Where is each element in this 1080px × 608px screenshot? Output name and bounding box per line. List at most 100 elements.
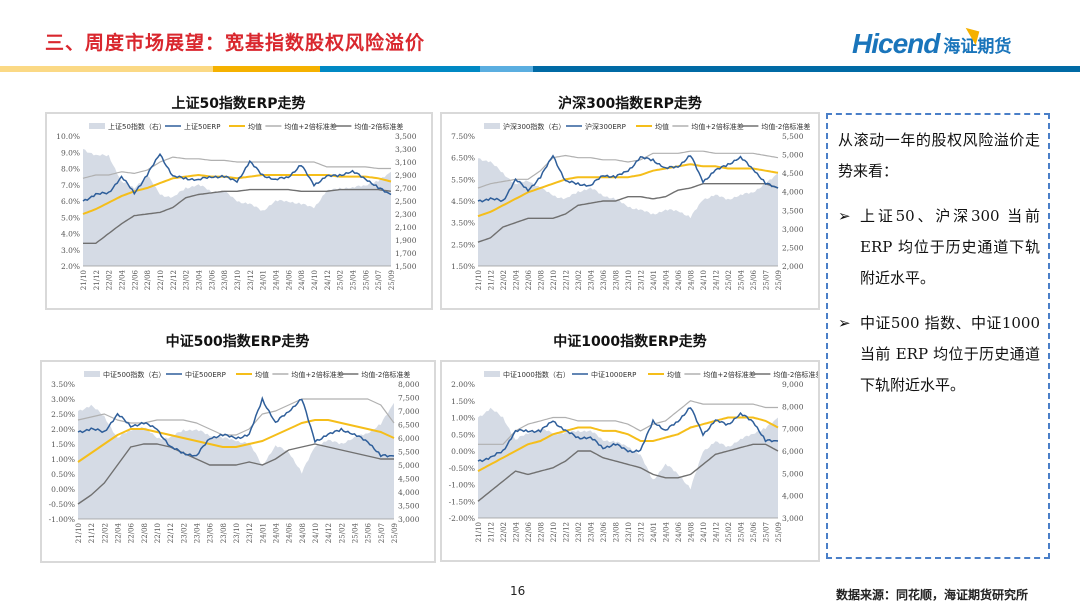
y2-tick-label: 2,700 [395,184,417,193]
logo-en: Hicend [852,28,940,59]
y-tick-label: 3.00% [51,395,75,404]
x-tick-label: 22/10 [550,270,558,290]
y2-tick-label: 1,700 [395,249,417,258]
y-tick-label: 1.50% [451,397,475,406]
x-tick-label: 23/08 [613,270,621,290]
x-tick-label: 25/09 [391,523,399,543]
x-tick-label: 22/04 [119,269,127,290]
y2-tick-label: 3,500 [395,132,417,141]
legend-label: 沪深300ERP [585,122,626,131]
header-stripe [480,66,533,72]
y-tick-label: -1.50% [449,497,475,506]
x-tick-label: 25/06 [750,269,758,290]
y2-tick-label: 6,000 [782,447,804,456]
bullet-text: 中证500 指数、中证1000当前 ERP 均位于历史通道下轨附近水平。 [860,314,1040,394]
y-tick-label: 10.0% [56,132,80,141]
y2-tick-label: 3,000 [782,225,804,234]
y2-tick-label: 2,900 [395,171,417,180]
y-tick-label: 6.50% [451,154,475,163]
bullet-arrow-icon: ➢ [838,207,851,225]
summary-box: 从滚动一年的股权风险溢价走势来看： ➢ 上证50、沪深300 当前ERP 均位于历… [826,113,1050,559]
logo-cn: 海证期货 [943,37,1012,57]
x-tick-label: 22/12 [170,270,178,290]
chart-csi1000: 中证1000指数（右） 中证1000ERP 均值 均值+2倍标准差 均值-2倍标准差 2.… [440,360,820,562]
x-tick-label: 23/06 [600,269,608,290]
y-tick-label: 2.50% [451,240,475,249]
x-tick-label: 22/04 [513,269,521,290]
x-tick-label: 21/12 [93,270,101,290]
x-tick-label: 23/08 [221,270,229,290]
y2-tick-label: 4,500 [782,169,804,178]
y-tick-label: 1.50% [451,262,475,271]
legend-label: 均值-2倍标准差 [773,370,818,379]
x-tick-label: 25/07 [378,523,386,543]
upper-band-line [478,400,778,445]
legend-label: 均值 [667,370,681,379]
legend-label: 均值 [655,122,669,131]
x-tick-label: 24/06 [286,522,294,543]
legend-swatch [84,371,100,377]
x-tick-label: 24/08 [298,270,306,290]
y-tick-label: 2.00% [451,380,475,389]
x-tick-label: 25/02 [725,270,733,290]
x-tick-label: 21/12 [488,270,496,290]
x-tick-label: 23/04 [588,521,596,542]
x-tick-label: 25/07 [375,270,383,290]
x-tick-label: 22/12 [167,523,175,543]
x-tick-label: 23/02 [575,522,583,542]
y2-tick-label: 8,000 [398,380,420,389]
x-tick-label: 22/06 [131,269,139,290]
x-tick-label: 22/10 [157,270,165,290]
y-tick-label: 9.0% [61,148,80,157]
legend-label: 均值+2倍标准差 [291,370,343,379]
lower-band-line [477,443,779,502]
x-tick-label: 22/02 [106,270,114,290]
x-tick-label: 22/08 [144,270,152,290]
x-tick-label: 23/02 [575,270,583,290]
erp-line [477,407,779,463]
legend-label: 均值-2倍标准差 [361,370,410,379]
x-tick-label: 23/10 [625,270,633,290]
y2-tick-label: 4,000 [398,488,420,497]
x-tick-label: 25/02 [338,523,346,543]
y-tick-label: 3.50% [451,219,475,228]
x-tick-label: 22/10 [154,523,162,543]
x-tick-label: 24/04 [273,522,281,543]
mean-line [82,173,392,215]
upper-band-line [77,398,395,436]
x-tick-label: 24/10 [700,522,708,542]
x-tick-label: 25/04 [738,269,746,290]
legend-label: 均值-2倍标准差 [761,122,810,131]
bullet-text: 上证50、沪深300 当前ERP 均位于历史通道下轨附近水平。 [860,207,1040,287]
y2-tick-label: 4,000 [782,492,804,501]
x-tick-label: 23/08 [613,522,621,542]
erp-line [77,396,395,458]
x-tick-label: 24/12 [324,270,332,290]
x-tick-label: 21/10 [475,270,483,290]
y2-tick-label: 6,500 [398,421,420,430]
x-tick-label: 24/08 [299,523,307,543]
legend-swatch [484,371,500,377]
legend-label: 均值+2倍标准差 [284,122,336,131]
x-tick-label: 24/12 [325,523,333,543]
y-tick-label: 7.0% [61,181,80,190]
y-tick-label: 5.50% [451,175,475,184]
page-number: 16 [510,584,526,598]
x-tick-label: 24/08 [688,270,696,290]
x-tick-label: 24/12 [713,522,721,542]
x-tick-label: 23/06 [600,521,608,542]
x-tick-label: 23/10 [233,523,241,543]
data-source: 数据来源：同花顺，海证期货研究所 [836,588,1029,602]
x-tick-label: 24/06 [675,521,683,542]
x-tick-label: 23/12 [246,523,254,543]
x-tick-label: 24/08 [688,522,696,542]
y2-tick-label: 5,000 [782,469,804,478]
x-tick-label: 23/04 [196,269,204,290]
x-tick-label: 25/06 [750,521,758,542]
x-tick-label: 24/10 [312,523,320,543]
x-tick-label: 22/12 [563,522,571,542]
y2-tick-label: 9,000 [782,380,804,389]
x-tick-label: 25/09 [388,270,396,290]
x-tick-label: 24/01 [260,270,268,290]
x-tick-label: 23/08 [220,523,228,543]
